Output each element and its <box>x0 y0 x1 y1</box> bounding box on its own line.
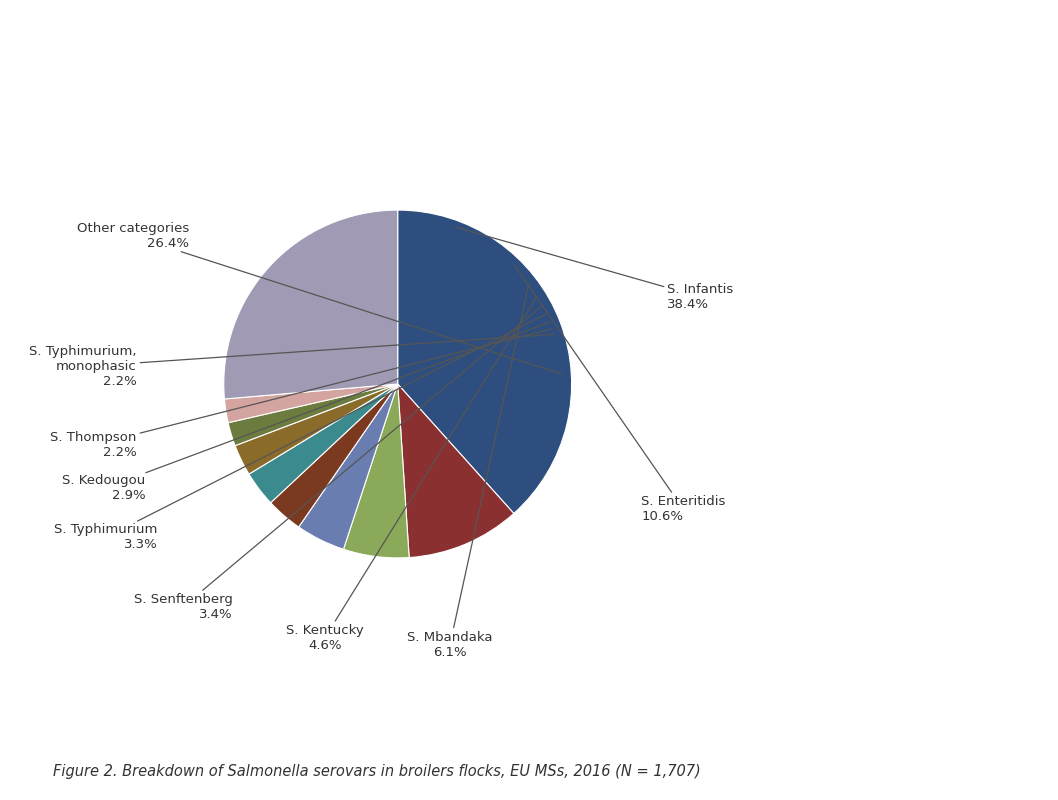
Text: S. Enteritidis
10.6%: S. Enteritidis 10.6% <box>514 266 726 523</box>
Text: S. Typhimurium,
monophasic
2.2%: S. Typhimurium, monophasic 2.2% <box>30 334 554 388</box>
Wedge shape <box>298 384 398 550</box>
Text: S. Senftenberg
3.4%: S. Senftenberg 3.4% <box>133 306 542 621</box>
Text: S. Thompson
2.2%: S. Thompson 2.2% <box>51 329 552 459</box>
Wedge shape <box>398 384 514 558</box>
Text: S. Mbandaka
6.1%: S. Mbandaka 6.1% <box>407 284 529 659</box>
Text: Other categories
26.4%: Other categories 26.4% <box>77 222 562 374</box>
Text: S. Kedougou
2.9%: S. Kedougou 2.9% <box>62 322 550 502</box>
Wedge shape <box>235 384 398 474</box>
Wedge shape <box>224 210 398 399</box>
Text: S. Infantis
38.4%: S. Infantis 38.4% <box>455 227 733 311</box>
Wedge shape <box>229 384 398 446</box>
Text: S. Typhimurium
3.3%: S. Typhimurium 3.3% <box>54 314 546 551</box>
Wedge shape <box>224 384 398 422</box>
Text: S. Kentucky
4.6%: S. Kentucky 4.6% <box>286 297 536 652</box>
Wedge shape <box>249 384 398 502</box>
Wedge shape <box>271 384 398 527</box>
Wedge shape <box>398 210 571 514</box>
Wedge shape <box>344 384 409 558</box>
Text: Figure 2. Breakdown of Salmonella serovars in broilers flocks, EU MSs, 2016 (N =: Figure 2. Breakdown of Salmonella serova… <box>53 764 700 779</box>
